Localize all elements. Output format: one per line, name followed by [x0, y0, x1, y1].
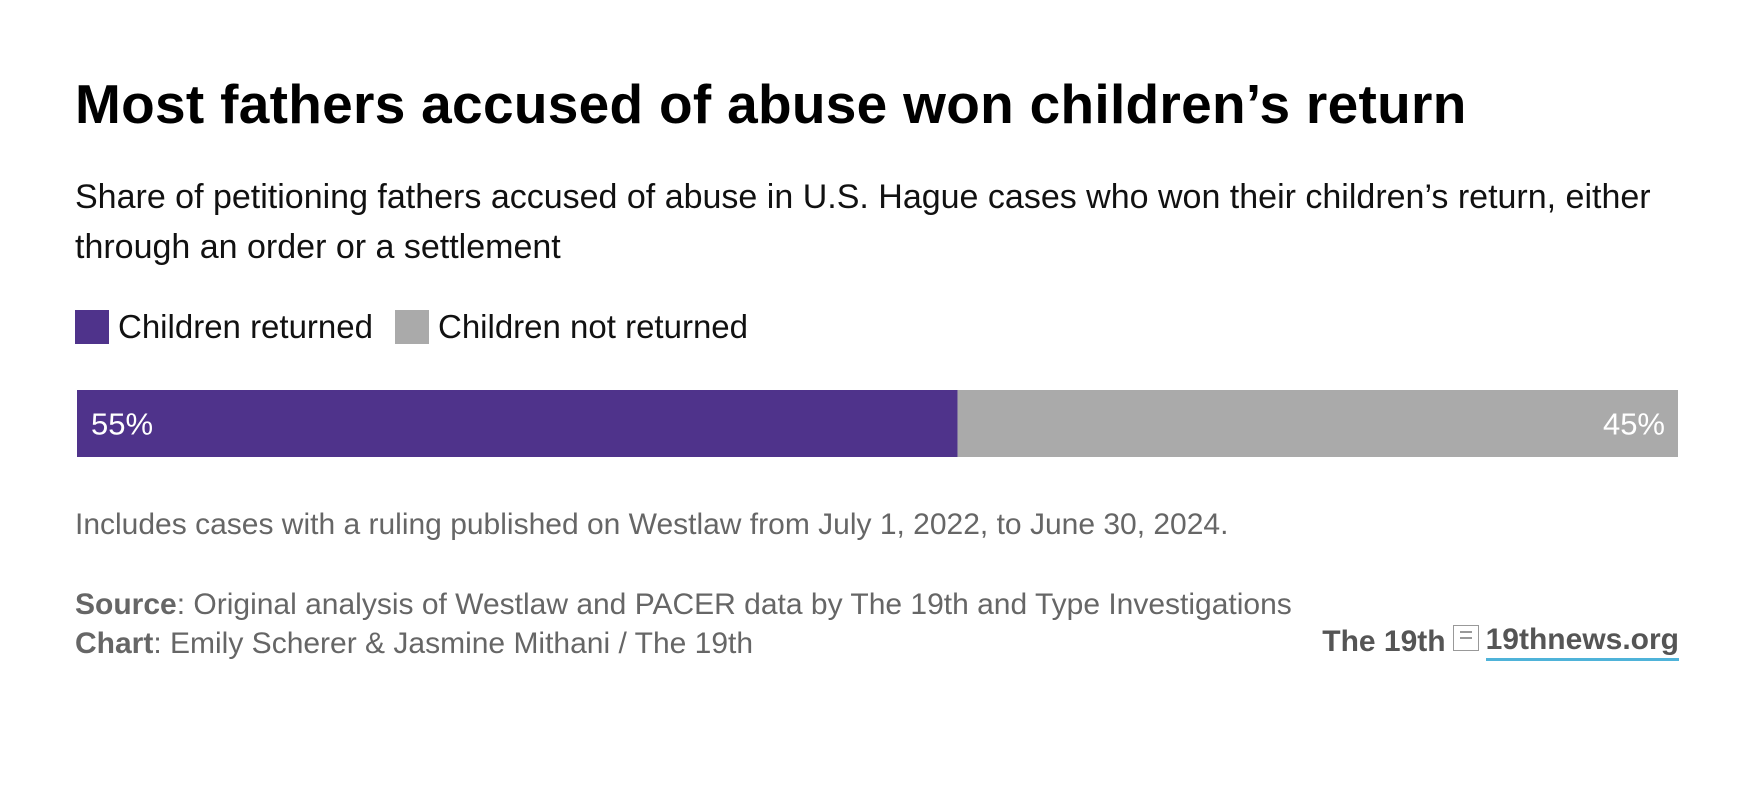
chart-credit-text: : Emily Scherer & Jasmine Mithani / The … [153, 627, 754, 660]
the-19th-logo-icon [1452, 625, 1479, 651]
legend: Children returned Children not returned [75, 308, 749, 346]
brand: The 19th 19thnews.org [1322, 623, 1679, 661]
legend-label-not-returned: Children not returned [437, 308, 749, 345]
chart-credit-label: Chart [75, 627, 154, 660]
legend-item-not-returned: Children not returned [394, 308, 749, 346]
legend-item-returned: Children returned [75, 308, 373, 346]
brand-name: The 19th [1322, 625, 1446, 658]
chart-subtitle: Share of petitioning fathers accused of … [75, 178, 1651, 266]
source-label: Source [75, 588, 177, 621]
chart-credit-line: Chart: Emily Scherer & Jasmine Mithani /… [75, 624, 1292, 663]
source-text: : Original analysis of Westlaw and PACER… [176, 588, 1292, 621]
legend-label-returned: Children returned [118, 308, 373, 345]
chart-title: Most fathers accused of abuse won childr… [75, 73, 1467, 135]
legend-swatch-not-returned [394, 310, 429, 344]
bar-label-returned: 55% [91, 407, 153, 442]
bar-segment-not-returned [957, 390, 1678, 457]
bar-segment-returned [77, 390, 958, 457]
bar-label-not-returned: 45% [1603, 407, 1665, 442]
brand-link[interactable]: 19thnews.org [1485, 623, 1679, 661]
source-line: Source: Original analysis of Westlaw and… [75, 585, 1292, 624]
legend-swatch-returned [75, 310, 109, 344]
credits: Source: Original analysis of Westlaw and… [75, 585, 1292, 663]
chart-note: Includes cases with a ruling published o… [75, 508, 1229, 541]
